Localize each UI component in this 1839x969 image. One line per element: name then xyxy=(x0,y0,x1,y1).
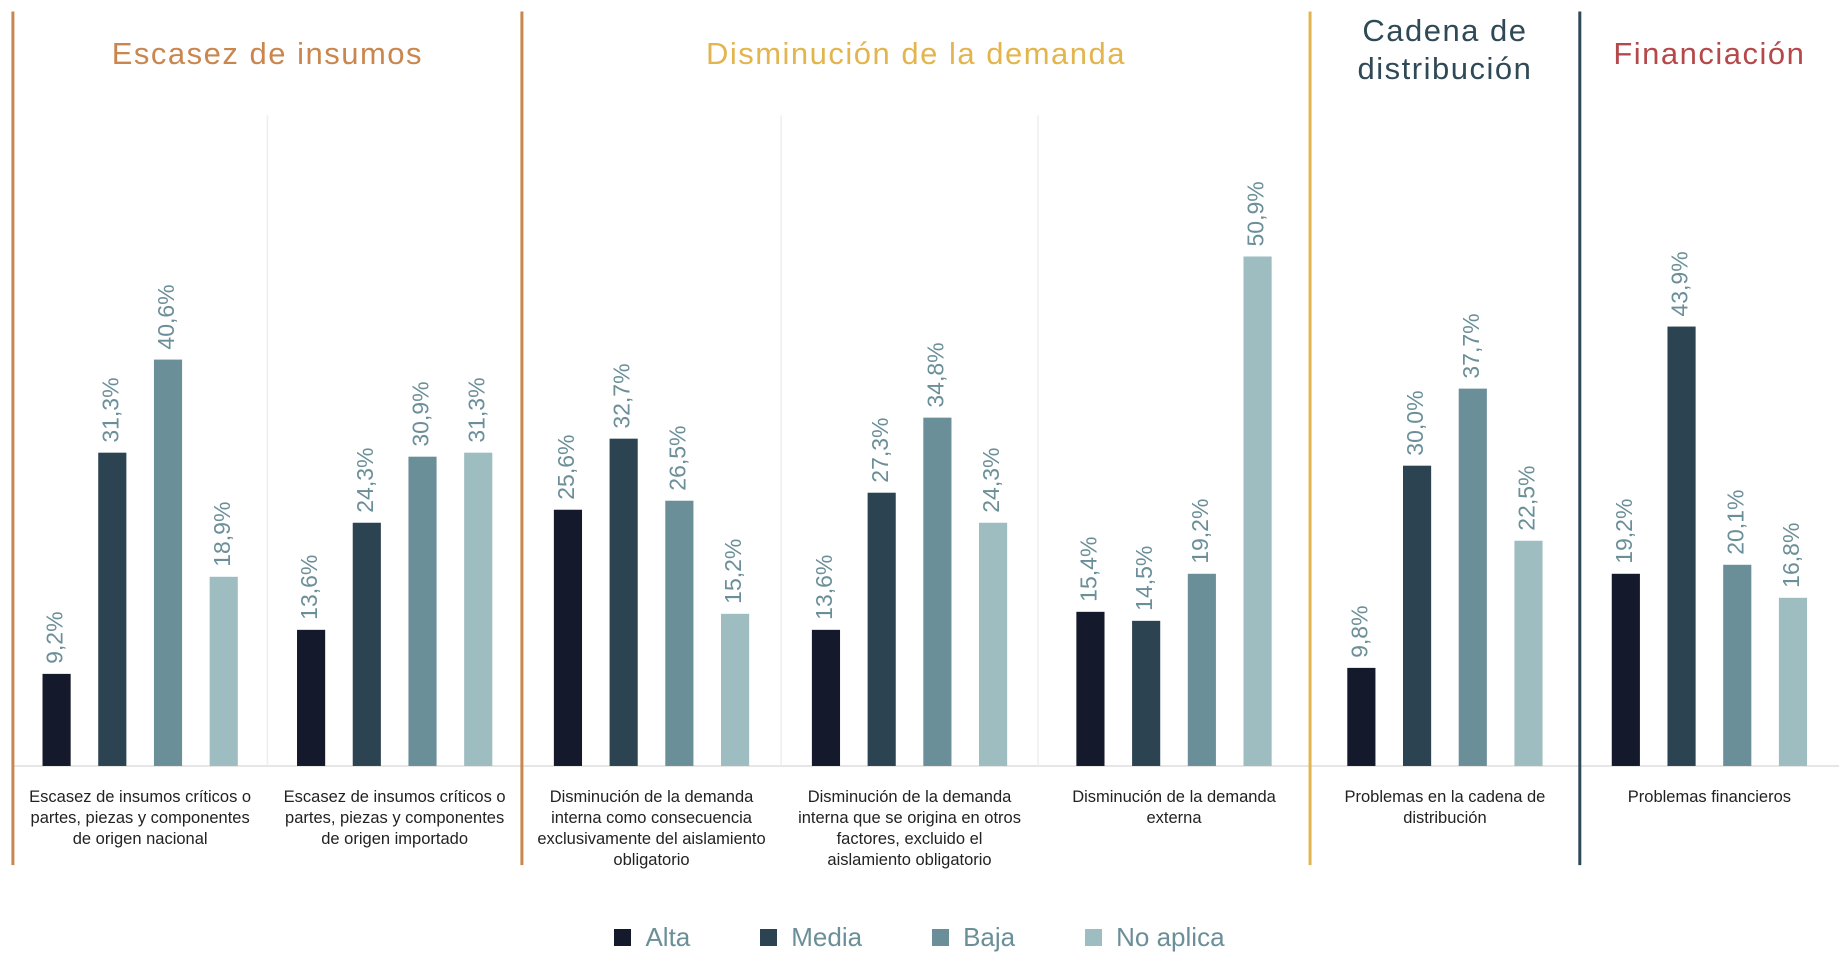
value-label: 26,5% xyxy=(664,426,690,491)
bar xyxy=(609,438,638,766)
bar xyxy=(979,522,1008,766)
value-label: 37,7% xyxy=(1458,313,1484,378)
value-label: 50,9% xyxy=(1243,181,1269,246)
category-label: Problemas financieros xyxy=(1627,787,1792,806)
legend: Alta Media Baja No aplica xyxy=(0,922,1839,953)
legend-label: Alta xyxy=(645,922,691,952)
bar xyxy=(42,673,71,766)
bar xyxy=(1076,611,1105,766)
value-label: 15,2% xyxy=(720,539,746,604)
bar xyxy=(408,456,437,766)
bar xyxy=(1458,388,1487,766)
bar xyxy=(665,500,694,766)
value-label: 40,6% xyxy=(153,284,179,349)
category-label: Problemas en la cadena de distribución xyxy=(1344,787,1546,827)
bar xyxy=(98,452,127,766)
bar xyxy=(1132,620,1161,766)
category-label: Escasez de insumos críticos o partes, pi… xyxy=(283,787,506,848)
legend-label: No aplica xyxy=(1116,922,1225,952)
group-title: Financiación xyxy=(1613,35,1806,71)
value-label: 30,0% xyxy=(1402,390,1428,455)
value-label: 24,3% xyxy=(352,448,378,513)
bar xyxy=(1402,465,1432,766)
value-label: 43,9% xyxy=(1667,251,1693,316)
legend-swatch xyxy=(760,929,778,946)
bar xyxy=(1778,597,1808,766)
bar xyxy=(811,629,841,766)
legend-item: Alta xyxy=(614,922,690,953)
value-label: 13,6% xyxy=(296,555,322,620)
category-label: Disminución de la demanda externa xyxy=(1072,787,1276,827)
value-label: 24,3% xyxy=(978,448,1004,513)
legend-swatch xyxy=(1085,929,1103,946)
category-label: Escasez de insumos críticos o partes, pi… xyxy=(29,787,252,848)
group-title: Escasez de insumos xyxy=(111,35,424,71)
legend-label: Media xyxy=(791,922,863,952)
bar xyxy=(867,492,896,766)
bar xyxy=(1347,667,1376,766)
legend-item: Media xyxy=(760,922,862,953)
value-label: 13,6% xyxy=(811,555,837,620)
bar xyxy=(1514,540,1543,766)
value-label: 32,7% xyxy=(609,363,635,428)
value-label: 9,8% xyxy=(1346,605,1372,657)
legend-swatch xyxy=(614,929,632,946)
value-label: 34,8% xyxy=(922,342,948,407)
value-label: 19,2% xyxy=(1611,499,1637,564)
legend-swatch xyxy=(932,929,950,946)
bar xyxy=(1187,573,1216,766)
value-label: 19,2% xyxy=(1187,499,1213,564)
bar xyxy=(1243,256,1272,766)
value-label: 27,3% xyxy=(867,417,893,482)
group-title: Cadena de distribución xyxy=(1357,12,1533,86)
value-label: 22,5% xyxy=(1514,466,1540,531)
bar xyxy=(923,417,952,766)
value-label: 18,9% xyxy=(209,502,235,567)
value-label: 31,3% xyxy=(463,377,489,442)
legend-item: Baja xyxy=(932,922,1015,953)
value-label: 16,8% xyxy=(1778,523,1804,588)
bar xyxy=(1611,573,1640,766)
legend-item: No aplica xyxy=(1085,922,1225,953)
bar xyxy=(720,613,750,766)
bar xyxy=(352,522,381,766)
category-label: Disminución de la demanda interna que se… xyxy=(798,787,1021,869)
bar xyxy=(153,359,183,766)
value-label: 31,3% xyxy=(97,377,123,442)
bar xyxy=(297,629,326,766)
group-title: Disminución de la demanda xyxy=(705,35,1126,71)
category-label: Disminución de la demanda interna como c… xyxy=(537,787,766,869)
bar xyxy=(1667,326,1696,766)
value-label: 14,5% xyxy=(1131,546,1157,611)
legend-label: Baja xyxy=(963,922,1016,952)
bar xyxy=(553,509,583,766)
bar xyxy=(464,452,493,766)
value-label: 30,9% xyxy=(408,381,434,446)
bar xyxy=(1723,564,1752,766)
value-label: 15,4% xyxy=(1076,537,1102,602)
value-label: 25,6% xyxy=(553,435,579,500)
bar xyxy=(209,576,238,766)
value-label: 20,1% xyxy=(1722,490,1748,555)
value-label: 9,2% xyxy=(42,611,68,663)
